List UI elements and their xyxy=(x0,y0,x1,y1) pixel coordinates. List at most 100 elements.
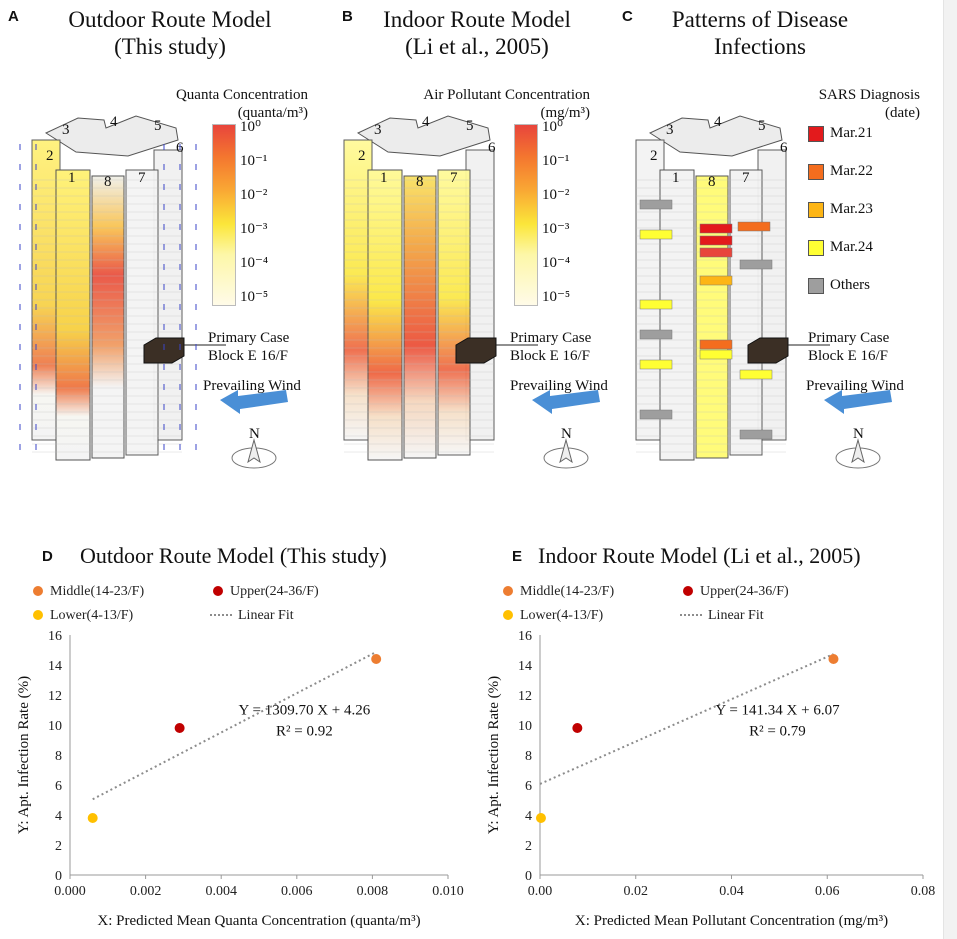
primary-case-block: Block E 16/F xyxy=(808,348,889,364)
legend-label-mar23: Mar.23 xyxy=(830,201,873,217)
panel-a-back-column xyxy=(31,139,61,441)
panel-a-colorbar-title-text: Quanta Concentration xyxy=(175,87,308,103)
panel-b-colorbar-ticks: 10⁰ 10⁻¹ 10⁻² 10⁻³ 10⁻⁴ 10⁻⁵ xyxy=(542,118,586,318)
panel-a-colorbar-unit: (quanta/m³) xyxy=(237,105,308,121)
panel-b-wind-arrow xyxy=(532,390,600,414)
panel-a-title: Outdoor Route Model (This study) xyxy=(40,6,300,60)
panel-b-title-line2: (Li et al., 2005) xyxy=(405,34,549,59)
panel-b-roof xyxy=(356,115,491,157)
legend-label: Lower(4-13/F) xyxy=(50,608,134,623)
y-tick-label: 14 xyxy=(518,659,532,674)
panel-b-block-label: 4 xyxy=(422,114,430,130)
legend-marker xyxy=(33,586,43,596)
vertical-scrollbar[interactable] xyxy=(943,0,957,939)
panel-b-wind-label: Prevailing Wind xyxy=(510,378,608,394)
legend-marker xyxy=(33,610,43,620)
panel-a-letter: A xyxy=(8,8,19,25)
panel-c-primary-case: Primary Case Block E 16/F xyxy=(808,329,889,365)
x-axis-label: X: Predicted Mean Quanta Concentration (… xyxy=(97,913,420,929)
y-tick-label: 14 xyxy=(48,659,62,674)
x-tick-label: 0.00 xyxy=(528,884,553,899)
panel-a-block-label: 1 xyxy=(68,170,76,186)
colorbar-tick: 10⁻⁴ xyxy=(542,255,571,271)
data-point xyxy=(535,813,546,823)
building-models: N34526187N34526187N34526187 xyxy=(19,114,892,469)
panel-c-legend-unit: (date) xyxy=(885,105,920,121)
x-axis-label: X: Predicted Mean Pollutant Concentratio… xyxy=(575,913,888,929)
x-tick-label: 0.010 xyxy=(432,884,464,899)
y-tick-label: 10 xyxy=(518,719,532,734)
panel-b-tower: N 3 4 5 2 6 1 8 7 xyxy=(343,114,600,469)
x-tick-label: 0.08 xyxy=(911,884,936,899)
data-point xyxy=(174,723,185,733)
panel-a-block-label: 5 xyxy=(154,118,162,134)
data-point xyxy=(87,813,98,823)
panel-c-block-label: 2 xyxy=(650,148,658,164)
x-tick-label: 0.002 xyxy=(130,884,162,899)
chart-e: Middle(14-23/F) Upper(24-36/F) Lower(4-13/… xyxy=(486,584,936,929)
fit-equation: Y = 141.34 X + 6.07 xyxy=(715,703,840,719)
panel-c-block-label: 7 xyxy=(742,170,750,186)
panel-a-primary-case-cube xyxy=(143,337,185,364)
panel-a-block-label: 3 xyxy=(62,122,70,138)
panel-c-block-label: 3 xyxy=(666,122,674,138)
legend-label: Middle(14-23/F) xyxy=(50,584,144,599)
legend-label: Upper(24-36/F) xyxy=(700,584,789,599)
panel-c-legend: Mar.21 Mar.22 Mar.23 Mar.24 Others xyxy=(808,125,908,302)
panel-b-column-7 xyxy=(437,169,471,456)
panel-c-floor-band xyxy=(639,409,673,420)
y-tick-label: 2 xyxy=(55,839,62,854)
legend-label-mar24: Mar.24 xyxy=(830,239,873,255)
panel-d-title: Outdoor Route Model (This study) xyxy=(80,543,387,568)
panel-c-floor-band xyxy=(739,369,773,380)
panel-b-colorbar-title-text: Air Pollutant Concentration xyxy=(423,87,590,103)
colorbar-tick: 10⁻¹ xyxy=(240,153,268,169)
panel-a-block-label: 7 xyxy=(138,170,146,186)
panel-c-column-8 xyxy=(695,175,729,459)
primary-case-label: Primary Case xyxy=(208,330,290,346)
panel-a-column-8 xyxy=(91,175,125,459)
panel-c-floor-band xyxy=(699,339,733,350)
fit-equation: Y = 1309.70 X + 4.26 xyxy=(238,703,370,719)
y-tick-label: 16 xyxy=(518,629,532,644)
panel-c-floor-band xyxy=(699,275,733,286)
y-tick-label: 16 xyxy=(48,629,62,644)
panel-a-colorbar xyxy=(212,124,236,306)
linear-fit-line xyxy=(539,653,834,785)
x-tick-label: 0.02 xyxy=(624,884,649,899)
panel-b-column-8 xyxy=(403,175,437,459)
panel-c-tower: N 3 4 5 2 6 1 8 7 xyxy=(635,114,892,469)
panel-b-block-label: 1 xyxy=(380,170,388,186)
primary-case-block: Block E 16/F xyxy=(208,348,289,364)
panel-a-block-label: 8 xyxy=(104,174,112,190)
panel-a-column-1 xyxy=(55,169,91,461)
panel-a-title-line1: Outdoor Route Model xyxy=(68,7,272,32)
x-tick-label: 0.006 xyxy=(281,884,313,899)
panel-b-title: Indoor Route Model (Li et al., 2005) xyxy=(362,6,592,60)
primary-case-block: Block E 16/F xyxy=(510,348,591,364)
legend-swatch-mar24 xyxy=(808,240,824,256)
panel-c-north-label: N xyxy=(853,426,864,442)
panel-c-back-column xyxy=(635,139,665,441)
panel-c-block-label: 5 xyxy=(758,118,766,134)
panel-d-letter: D xyxy=(42,548,53,565)
panel-b-primary-case: Primary Case Block E 16/F xyxy=(510,329,591,365)
legend-marker xyxy=(213,586,223,596)
panel-a-colorbar-title: Quanta Concentration (quanta/m³) xyxy=(148,86,308,122)
panel-b-block-label: 3 xyxy=(374,122,382,138)
legend-marker xyxy=(683,586,693,596)
x-tick-label: 0.000 xyxy=(54,884,86,899)
panel-a-wind-arrow xyxy=(220,390,288,414)
panel-c-roof xyxy=(648,115,783,157)
primary-case-label: Primary Case xyxy=(808,330,890,346)
legend-swatch-others xyxy=(808,278,824,294)
legend-marker xyxy=(503,586,513,596)
x-tick-label: 0.004 xyxy=(205,884,237,899)
y-tick-label: 6 xyxy=(525,779,532,794)
panel-c-block-label: 4 xyxy=(714,114,722,130)
fit-r2: R² = 0.92 xyxy=(276,724,333,740)
y-tick-label: 2 xyxy=(525,839,532,854)
primary-case-label: Primary Case xyxy=(510,330,592,346)
colorbar-tick: 10⁻³ xyxy=(542,221,570,237)
